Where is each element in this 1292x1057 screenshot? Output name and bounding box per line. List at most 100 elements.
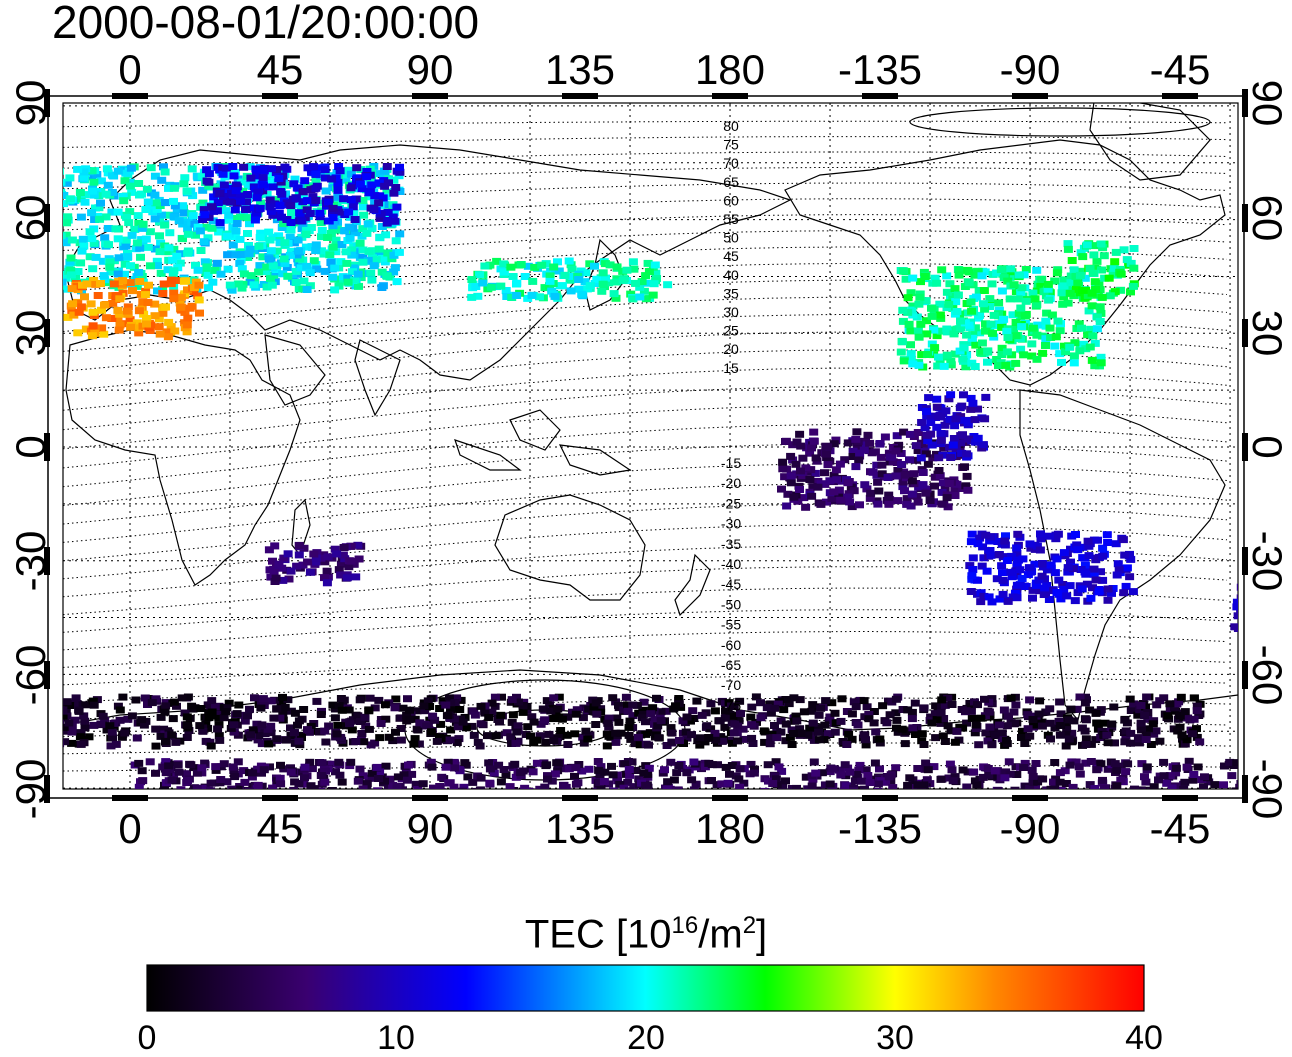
tec-point xyxy=(245,163,255,171)
tec-point xyxy=(165,229,175,237)
tec-point xyxy=(109,280,119,288)
tec-point xyxy=(262,283,272,291)
tec-point xyxy=(118,193,128,200)
tec-point xyxy=(144,281,153,289)
tec-point xyxy=(913,498,923,506)
tec-point xyxy=(272,247,282,255)
tec-point xyxy=(224,216,234,224)
tec-point xyxy=(321,170,331,178)
tec-point xyxy=(192,172,202,180)
mag-lat-contour xyxy=(63,314,1228,372)
tec-point xyxy=(829,488,839,496)
tec-point xyxy=(975,329,985,337)
tec-point xyxy=(179,180,189,188)
tec-point xyxy=(648,291,658,299)
tec-point xyxy=(862,485,872,493)
tec-point xyxy=(221,207,231,215)
tec-point xyxy=(344,563,354,571)
tec-point xyxy=(160,221,170,229)
tec-point xyxy=(239,163,249,171)
tec-point xyxy=(162,328,172,336)
tec-point xyxy=(978,300,988,308)
tec-point xyxy=(312,265,322,273)
tec-point xyxy=(231,227,241,235)
tec-point xyxy=(92,171,102,178)
tec-point xyxy=(950,350,960,358)
tec-point xyxy=(63,212,64,220)
tec-point xyxy=(924,394,934,402)
tec-point xyxy=(270,200,280,208)
tec-point xyxy=(499,268,509,276)
tec-point xyxy=(927,304,936,312)
tec-point xyxy=(1019,351,1029,359)
tec-point xyxy=(1057,289,1067,297)
tec-point xyxy=(316,554,326,562)
tec-point xyxy=(91,280,101,288)
tec-point xyxy=(103,225,113,232)
tec-point xyxy=(389,268,399,276)
tec-point xyxy=(204,284,213,292)
tec-point xyxy=(1099,252,1109,260)
tec-point xyxy=(50,278,59,285)
tec-point xyxy=(927,340,937,348)
tec-point xyxy=(54,287,63,294)
tec-point xyxy=(375,234,385,242)
tec-point xyxy=(1017,323,1027,331)
tec-point xyxy=(1103,539,1113,546)
tec-point xyxy=(96,177,106,185)
tec-point xyxy=(1010,589,1020,597)
tec-point xyxy=(363,220,373,228)
tec-point xyxy=(378,194,388,202)
tec-point xyxy=(107,171,117,179)
tec-point xyxy=(251,210,261,218)
tec-point xyxy=(1098,576,1108,584)
tec-point xyxy=(311,197,321,204)
tec-point xyxy=(941,407,951,415)
tec-point xyxy=(152,257,162,265)
tec-point xyxy=(1017,575,1027,582)
tec-point xyxy=(262,263,272,271)
tec-point xyxy=(227,286,237,294)
tec-point xyxy=(1069,266,1079,274)
tec-point xyxy=(203,234,213,242)
tec-point xyxy=(991,322,1001,330)
tec-point xyxy=(339,171,348,179)
tec-point xyxy=(341,248,351,256)
tec-point xyxy=(235,235,245,243)
tec-point xyxy=(101,190,111,198)
mag-lat-contour xyxy=(63,151,1228,169)
tec-point xyxy=(309,163,318,171)
tec-point xyxy=(337,241,347,248)
tec-point xyxy=(953,291,963,299)
tec-point xyxy=(1068,565,1078,573)
tec-point xyxy=(345,234,355,242)
tec-point xyxy=(523,262,533,270)
tec-point xyxy=(349,209,359,217)
tec-point xyxy=(985,303,995,310)
tec-point xyxy=(968,554,978,562)
tec-point xyxy=(207,203,216,211)
tec-point xyxy=(237,265,247,273)
tec-point xyxy=(382,163,392,170)
tec-point xyxy=(951,415,961,423)
tec-point xyxy=(308,193,318,201)
tec-point xyxy=(344,166,354,174)
tec-point xyxy=(932,423,942,431)
tec-point xyxy=(908,274,918,282)
tec-point xyxy=(126,164,136,172)
tec-point xyxy=(982,567,992,575)
tec-point xyxy=(937,266,947,274)
tec-point xyxy=(937,488,947,496)
tec-point xyxy=(358,254,368,262)
tec-point xyxy=(891,447,901,455)
tec-point xyxy=(980,305,990,313)
tec-point xyxy=(1252,600,1261,607)
tec-point xyxy=(574,285,584,293)
tec-point xyxy=(323,198,333,206)
tec-point xyxy=(1095,303,1105,311)
tec-point xyxy=(936,436,946,444)
tec-point xyxy=(957,449,967,457)
tec-point xyxy=(204,182,214,190)
tec-point xyxy=(134,180,144,187)
tec-point xyxy=(811,454,821,462)
